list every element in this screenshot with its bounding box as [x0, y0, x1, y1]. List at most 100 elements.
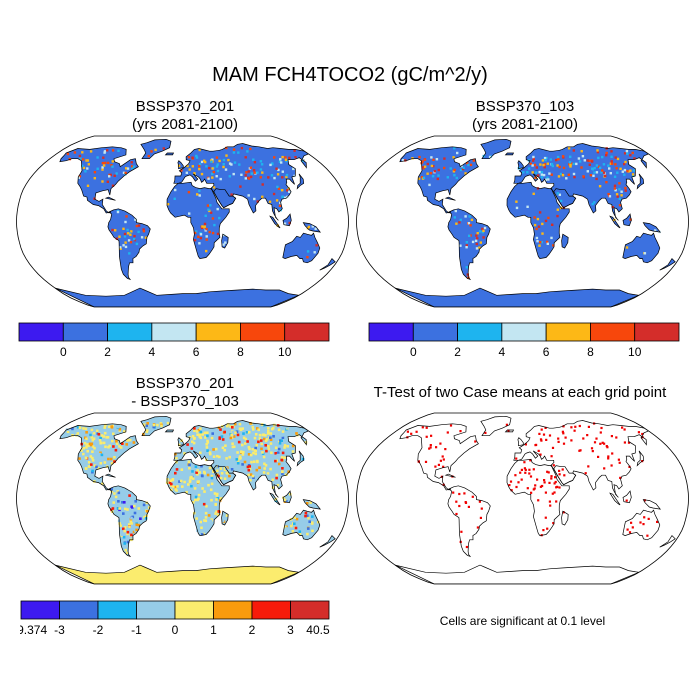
grid-cell	[602, 171, 606, 174]
grid-cell	[265, 438, 269, 441]
grid-cell	[291, 444, 295, 448]
iceland-coastline	[164, 429, 175, 433]
grid-cell	[304, 511, 308, 515]
grid-cell	[550, 455, 553, 458]
panel3-title-line: BSSP370_201	[135, 375, 235, 392]
grid-cell	[628, 531, 632, 534]
grid-cell	[623, 428, 626, 431]
colorbar-label: -1	[131, 623, 142, 637]
grid-cell	[125, 523, 128, 527]
grid-cell	[181, 485, 184, 488]
greenland-coastline	[480, 415, 512, 437]
grid-cell	[128, 252, 131, 255]
grid-cell	[246, 150, 249, 153]
grid-cell	[545, 438, 548, 441]
grid-cell	[97, 466, 100, 470]
grid-cell	[190, 475, 193, 479]
grid-cell	[93, 464, 97, 467]
grid-cell	[559, 172, 563, 176]
grid-cell	[601, 169, 604, 172]
grid-cell	[624, 186, 627, 190]
grid-cell	[464, 215, 467, 218]
grid-cell	[109, 457, 113, 461]
grid-cell	[458, 504, 461, 508]
grid-cell	[180, 169, 183, 172]
grid-cell	[101, 161, 105, 165]
grid-cell	[283, 446, 286, 449]
grid-cell	[197, 518, 200, 522]
grid-cell	[254, 452, 257, 456]
grid-cell	[569, 163, 572, 167]
grid-cell	[99, 456, 103, 459]
grid-cell	[135, 224, 138, 228]
grid-cell	[195, 471, 198, 474]
grid-cell	[515, 457, 518, 460]
grid-cell	[110, 462, 114, 465]
grid-cell	[625, 149, 629, 153]
grid-cell	[306, 250, 310, 253]
grid-cell	[624, 189, 627, 192]
grid-cell	[277, 447, 281, 451]
grid-cell	[544, 491, 547, 494]
grid-cell	[204, 465, 208, 469]
grid-cell	[621, 170, 624, 173]
grid-cell	[595, 164, 599, 167]
antarctica-coastline	[394, 287, 641, 307]
grid-cell	[562, 442, 566, 445]
grid-cell	[281, 472, 284, 475]
grid-cell	[110, 488, 113, 491]
grid-cell	[557, 175, 561, 178]
colorbar-label: 10	[278, 345, 292, 359]
grid-cell	[529, 475, 533, 478]
africa-land	[507, 182, 570, 259]
grid-cell	[401, 159, 405, 162]
grid-cell	[465, 545, 468, 549]
grid-cell	[119, 247, 122, 250]
grid-cell	[474, 239, 478, 242]
grid-cell	[102, 441, 106, 445]
grid-cell	[118, 235, 121, 238]
colorbar-box-4	[545, 322, 591, 342]
grid-cell	[458, 492, 461, 496]
grid-cell	[271, 478, 275, 482]
grid-cell	[562, 511, 565, 514]
sumatra-coastline	[269, 492, 281, 506]
grid-cell	[315, 244, 318, 247]
grid-cell	[244, 437, 248, 441]
grid-cell	[515, 200, 518, 203]
grid-cell	[618, 461, 621, 464]
grid-cell	[188, 168, 191, 171]
grid-cell	[572, 149, 575, 152]
grid-cell	[130, 533, 133, 537]
colorbar-label: 4	[499, 345, 506, 359]
colorbar-label: 3	[287, 623, 294, 637]
grid-cell	[593, 201, 596, 204]
grid-cell	[607, 457, 610, 460]
grid-cell	[439, 459, 442, 462]
grid-cell	[251, 425, 255, 429]
grid-cell	[140, 236, 144, 239]
grid-cell	[256, 171, 259, 174]
grid-cell	[193, 487, 197, 490]
grid-cell	[469, 224, 472, 227]
new-zealand-coastline	[319, 258, 336, 271]
grid-cell	[88, 442, 92, 446]
grid-cell	[475, 247, 479, 250]
colorbar-box-6	[284, 322, 330, 342]
grid-cell	[197, 433, 201, 437]
grid-cell	[78, 457, 81, 460]
grid-cell	[626, 152, 629, 155]
grid-cell	[568, 161, 572, 164]
grid-cell	[244, 156, 247, 159]
ocean-area	[16, 136, 349, 307]
grid-cell	[262, 437, 266, 441]
grid-cell	[311, 225, 314, 228]
colorbar-box-0	[20, 600, 60, 620]
grid-cell	[203, 471, 206, 475]
grid-cell	[428, 183, 431, 187]
grid-cell	[583, 159, 586, 162]
grid-cell	[631, 174, 635, 177]
grid-cell	[195, 442, 198, 445]
grid-cell	[118, 445, 121, 448]
grid-cell	[311, 529, 314, 533]
